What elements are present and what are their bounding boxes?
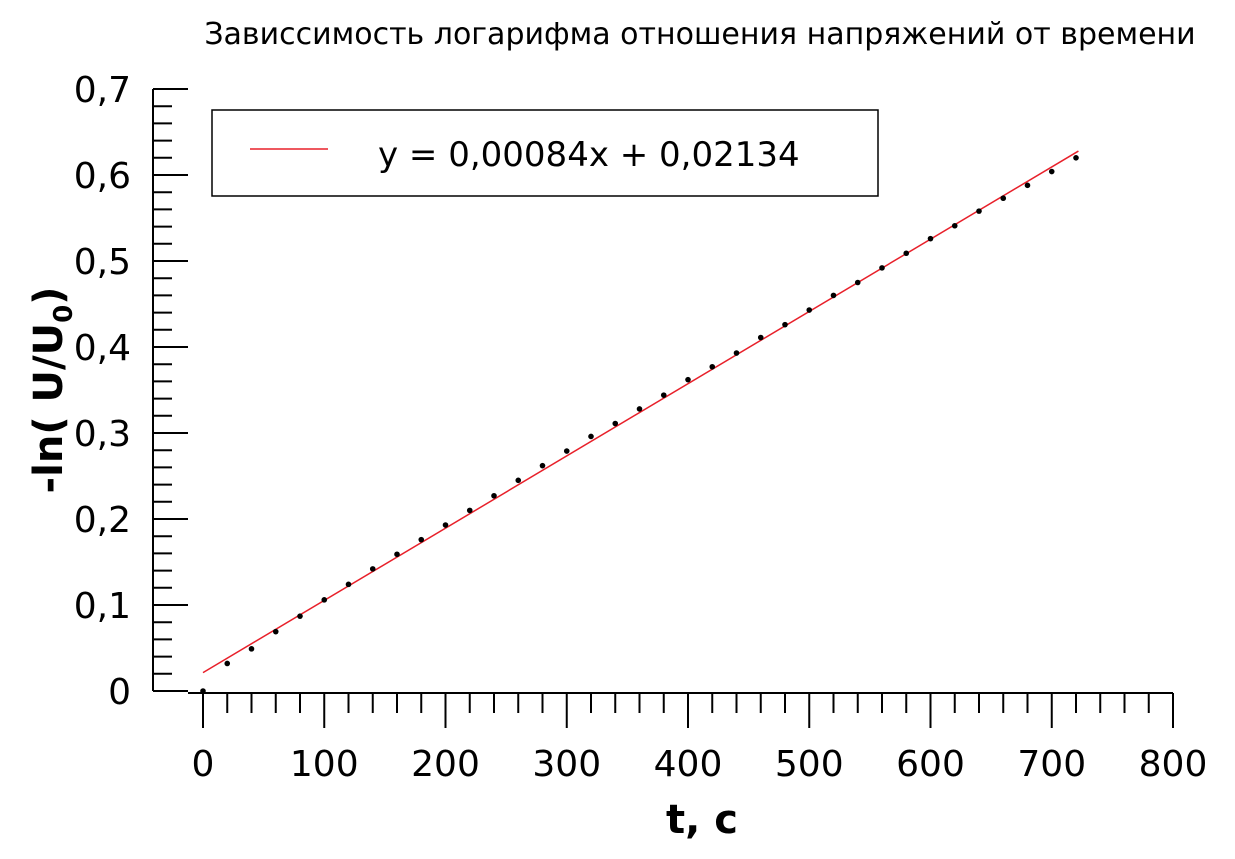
data-point xyxy=(976,208,982,214)
data-point xyxy=(830,292,837,299)
data-point xyxy=(272,628,279,635)
x-tick-label: 300 xyxy=(532,744,601,785)
data-point xyxy=(297,613,303,619)
data-point xyxy=(491,492,497,499)
legend: y = 0,00084x + 0,02134 xyxy=(211,109,879,197)
y-axis-title: -ln( U/U0) xyxy=(26,287,79,494)
data-point xyxy=(394,551,400,558)
data-point xyxy=(1073,155,1079,161)
data-point xyxy=(588,433,594,440)
data-point xyxy=(539,462,546,469)
data-point xyxy=(321,597,328,603)
y-axis-title-subscript: 0 xyxy=(49,305,79,323)
data-point xyxy=(200,688,206,694)
data-point xyxy=(466,507,473,514)
axes xyxy=(152,89,1173,694)
data-point xyxy=(879,265,885,271)
y-tick-label: 0,6 xyxy=(74,156,131,197)
legend-label: y = 0,00084x + 0,02134 xyxy=(378,135,800,175)
points-layer xyxy=(200,155,1079,694)
data-point xyxy=(951,222,958,229)
x-tick-label: 500 xyxy=(775,744,844,785)
data-point xyxy=(515,477,522,484)
y-tick-label: 0,2 xyxy=(74,500,131,541)
data-point xyxy=(806,307,813,313)
x-tick-label: 800 xyxy=(1139,744,1208,785)
x-tick-label: 200 xyxy=(411,744,480,785)
data-point xyxy=(685,376,691,383)
y-tick-label: 0,5 xyxy=(74,242,131,283)
fit-line-layer xyxy=(202,150,1079,674)
data-point xyxy=(709,363,716,370)
tick-labels: 0 0,1 0,2 0,3 0,4 0,5 0,6 0,7 0 100 200 300 400 500 60… xyxy=(74,70,1208,785)
x-tick-label: 400 xyxy=(654,744,723,785)
data-point xyxy=(854,279,861,286)
x-axis-title: t, c xyxy=(666,797,738,843)
data-point xyxy=(442,522,449,528)
data-point xyxy=(733,350,740,356)
x-tick-label: 700 xyxy=(1017,744,1086,785)
fit-line xyxy=(202,150,1079,674)
legend-box xyxy=(211,109,879,197)
data-point xyxy=(248,646,255,652)
data-point xyxy=(927,235,934,242)
data-point xyxy=(1000,195,1007,202)
y-tick-label: 0,7 xyxy=(74,70,131,111)
x-tick-label: 100 xyxy=(290,744,359,785)
data-point xyxy=(563,448,570,454)
y-tick-label: 0,3 xyxy=(74,414,131,455)
data-point xyxy=(1024,182,1031,189)
data-point xyxy=(782,321,788,328)
data-point xyxy=(369,566,376,572)
data-point xyxy=(418,536,425,543)
svg-text:-ln( U/U0): -ln( U/U0) xyxy=(26,287,79,494)
ticks xyxy=(153,88,1174,728)
data-point xyxy=(612,420,619,427)
x-tick-label: 600 xyxy=(896,744,965,785)
y-axis-title-suffix: ) xyxy=(26,287,72,305)
data-point xyxy=(903,250,910,257)
data-point xyxy=(224,660,231,667)
data-point xyxy=(757,334,764,341)
x-tick-label: 0 xyxy=(192,744,215,785)
chart-title: Зависсимость логарифма отношения напряже… xyxy=(204,17,1195,52)
data-point xyxy=(345,581,352,588)
data-point xyxy=(636,406,643,412)
y-axis-title-main: -ln( U/U xyxy=(26,323,72,494)
y-tick-label: 0,1 xyxy=(74,586,131,627)
y-tick-label: 0,4 xyxy=(74,328,131,369)
y-tick-label: 0 xyxy=(108,672,131,713)
data-point xyxy=(660,392,667,398)
data-point xyxy=(1048,168,1055,175)
